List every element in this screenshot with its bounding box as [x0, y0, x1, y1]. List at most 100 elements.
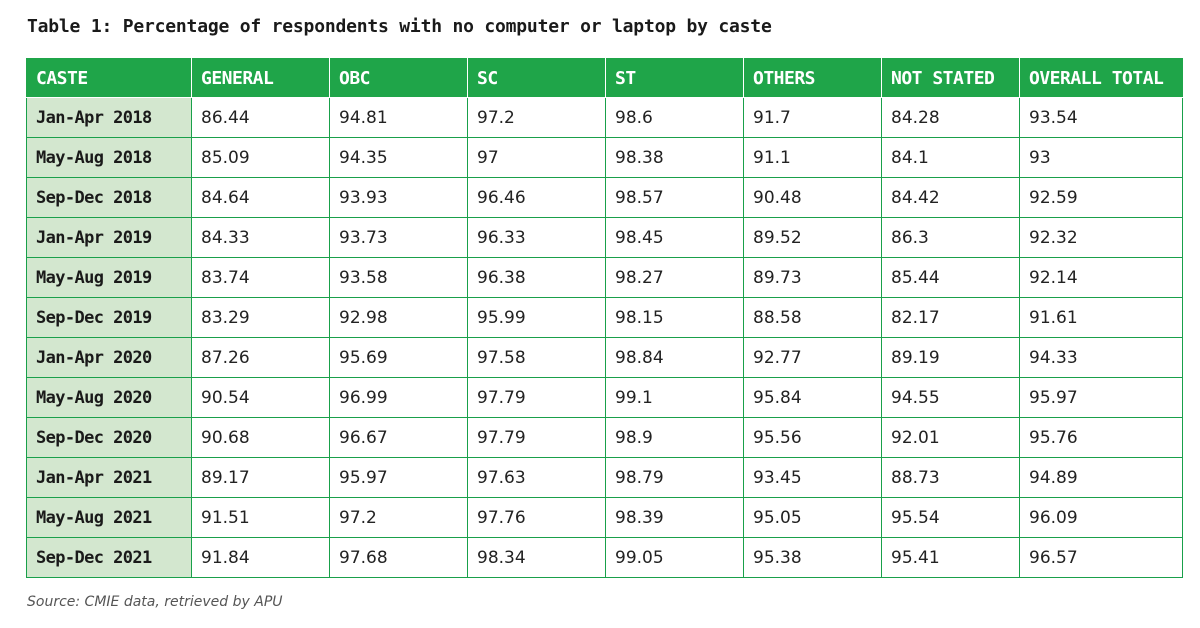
table-cell: 84.42 — [881, 177, 1020, 218]
table-row: May-Aug 2019 83.74 93.58 96.38 98.27 89.73 85.… — [26, 257, 1183, 298]
table-cell: 91.51 — [191, 497, 330, 538]
table-cell: 97.79 — [467, 377, 606, 418]
table-cell: 82.17 — [881, 297, 1020, 338]
table-cell: 95.99 — [467, 297, 606, 338]
table-cell: 89.73 — [743, 257, 882, 298]
table-cell: 84.64 — [191, 177, 330, 218]
table-cell: 91.7 — [743, 97, 882, 138]
table-cell: 87.26 — [191, 337, 330, 378]
table-cell: 95.54 — [881, 497, 1020, 538]
row-label: Jan-Apr 2018 — [26, 97, 192, 138]
table-cell: 98.15 — [605, 297, 744, 338]
table-cell: 97 — [467, 137, 606, 178]
table-cell: 94.55 — [881, 377, 1020, 418]
table-cell: 97.76 — [467, 497, 606, 538]
table-cell: 96.46 — [467, 177, 606, 218]
table-cell: 95.97 — [1019, 377, 1183, 418]
table-cell: 88.58 — [743, 297, 882, 338]
table-title: Table 1: Percentage of respondents with … — [27, 16, 772, 37]
table-cell: 98.79 — [605, 457, 744, 498]
table-cell: 85.09 — [191, 137, 330, 178]
table-row: Sep-Dec 2020 90.68 96.67 97.79 98.9 95.56 92.0… — [26, 417, 1183, 458]
column-header: OTHERS — [743, 58, 882, 98]
table-cell: 95.38 — [743, 537, 882, 578]
table-row: Sep-Dec 2021 91.84 97.68 98.34 99.05 95.38 95.… — [26, 537, 1183, 578]
table-header: CASTE GENERAL OBC SC ST OTHERS NOT STATED OVERA… — [26, 58, 1183, 98]
table-body: Jan-Apr 2018 86.44 94.81 97.2 98.6 91.7 84.28 9… — [26, 97, 1183, 578]
table-cell: 96.09 — [1019, 497, 1183, 538]
table-cell: 94.33 — [1019, 337, 1183, 378]
row-label: May-Aug 2021 — [26, 497, 192, 538]
table-cell: 98.9 — [605, 417, 744, 458]
table-cell: 91.84 — [191, 537, 330, 578]
table-cell: 97.79 — [467, 417, 606, 458]
table-cell: 90.48 — [743, 177, 882, 218]
row-label: May-Aug 2018 — [26, 137, 192, 178]
table-cell: 98.57 — [605, 177, 744, 218]
table-cell: 96.57 — [1019, 537, 1183, 578]
table-cell: 97.68 — [329, 537, 468, 578]
table-cell: 95.56 — [743, 417, 882, 458]
column-header: ST — [605, 58, 744, 98]
table-cell: 95.05 — [743, 497, 882, 538]
table-cell: 84.28 — [881, 97, 1020, 138]
table-cell: 84.1 — [881, 137, 1020, 178]
table-cell: 93.45 — [743, 457, 882, 498]
table-cell: 97.58 — [467, 337, 606, 378]
table-cell: 95.97 — [329, 457, 468, 498]
table-cell: 83.29 — [191, 297, 330, 338]
row-label: Sep-Dec 2020 — [26, 417, 192, 458]
table-cell: 95.69 — [329, 337, 468, 378]
table-cell: 98.45 — [605, 217, 744, 258]
column-header: CASTE — [26, 58, 192, 98]
table-cell: 94.81 — [329, 97, 468, 138]
table-row: May-Aug 2021 91.51 97.2 97.76 98.39 95.05 95.5… — [26, 497, 1183, 538]
table-cell: 98.6 — [605, 97, 744, 138]
table-cell: 90.54 — [191, 377, 330, 418]
table-row: Jan-Apr 2020 87.26 95.69 97.58 98.84 92.77 89.… — [26, 337, 1183, 378]
table-cell: 95.76 — [1019, 417, 1183, 458]
row-label: May-Aug 2019 — [26, 257, 192, 298]
row-label: Jan-Apr 2020 — [26, 337, 192, 378]
table-cell: 92.32 — [1019, 217, 1183, 258]
table-cell: 98.27 — [605, 257, 744, 298]
table-cell: 92.01 — [881, 417, 1020, 458]
table-cell: 83.74 — [191, 257, 330, 298]
table-cell: 98.39 — [605, 497, 744, 538]
table-cell: 84.33 — [191, 217, 330, 258]
table-cell: 96.38 — [467, 257, 606, 298]
table-cell: 96.67 — [329, 417, 468, 458]
header-row: CASTE GENERAL OBC SC ST OTHERS NOT STATED OVERA… — [26, 58, 1183, 98]
table-cell: 99.05 — [605, 537, 744, 578]
table-cell: 86.44 — [191, 97, 330, 138]
table-cell: 98.34 — [467, 537, 606, 578]
table-cell: 95.84 — [743, 377, 882, 418]
table-cell: 96.33 — [467, 217, 606, 258]
table-row: Sep-Dec 2019 83.29 92.98 95.99 98.15 88.58 82.… — [26, 297, 1183, 338]
table-cell: 98.84 — [605, 337, 744, 378]
source-note: Source: CMIE data, retrieved by APU — [27, 594, 283, 610]
row-label: Sep-Dec 2018 — [26, 177, 192, 218]
table-cell: 96.99 — [329, 377, 468, 418]
row-label: Sep-Dec 2021 — [26, 537, 192, 578]
table-row: May-Aug 2018 85.09 94.35 97 98.38 91.1 84.1 93 — [26, 137, 1183, 178]
table-cell: 92.59 — [1019, 177, 1183, 218]
column-header: NOT STATED — [881, 58, 1020, 98]
table-cell: 91.61 — [1019, 297, 1183, 338]
column-header: OVERALL TOTAL — [1019, 58, 1183, 98]
table-row: Sep-Dec 2018 84.64 93.93 96.46 98.57 90.48 84.… — [26, 177, 1183, 218]
table-cell: 93.73 — [329, 217, 468, 258]
table-cell: 94.89 — [1019, 457, 1183, 498]
column-header: GENERAL — [191, 58, 330, 98]
row-label: Jan-Apr 2019 — [26, 217, 192, 258]
table-row: Jan-Apr 2021 89.17 95.97 97.63 98.79 93.45 88.… — [26, 457, 1183, 498]
table-row: Jan-Apr 2018 86.44 94.81 97.2 98.6 91.7 84.28 9… — [26, 97, 1183, 138]
table-cell: 95.41 — [881, 537, 1020, 578]
table-cell: 91.1 — [743, 137, 882, 178]
column-header: OBC — [329, 58, 468, 98]
table-cell: 93.54 — [1019, 97, 1183, 138]
row-label: Jan-Apr 2021 — [26, 457, 192, 498]
table-cell: 90.68 — [191, 417, 330, 458]
table-cell: 92.14 — [1019, 257, 1183, 298]
